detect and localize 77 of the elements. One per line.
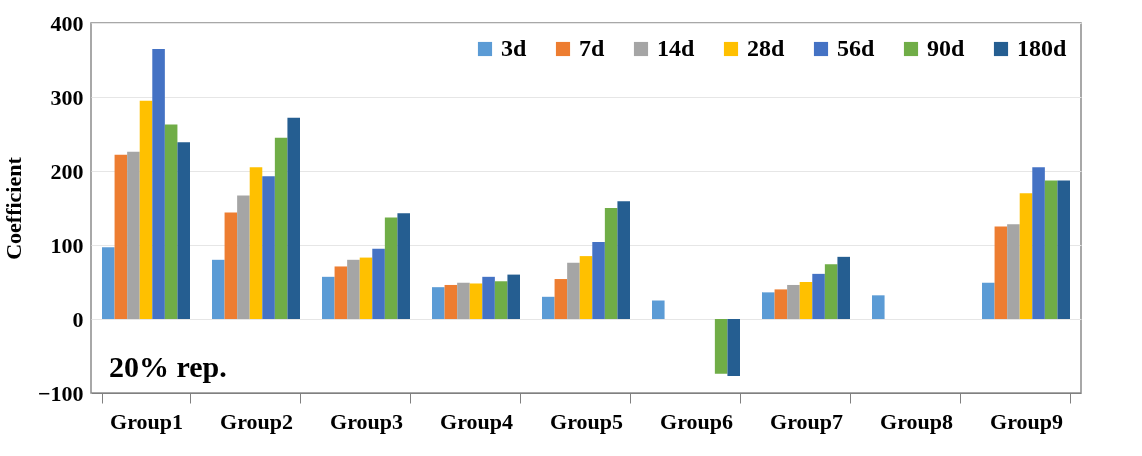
legend-label: 90d [927,35,965,61]
legend-label: 180d [1017,35,1067,61]
bar [1032,167,1045,319]
legend-label: 14d [657,35,695,61]
y-tick-label: 0 [72,306,84,332]
x-tick-label: Group2 [220,408,293,434]
bar [727,319,740,376]
legend-label: 56d [837,35,875,61]
bar [469,283,483,319]
bar [799,282,813,319]
bar [824,264,838,319]
bar [542,296,555,319]
bar [579,256,593,319]
y-axis-title: Coefficient [0,156,26,260]
bar [212,259,225,319]
bar [432,287,445,319]
y-tick-label: −100 [37,380,84,406]
y-tick-label: 300 [50,84,84,110]
bar [482,276,495,319]
y-tick-label: 200 [50,158,84,184]
bar [384,217,398,319]
bar [714,319,728,374]
bar [592,242,605,319]
bar [507,274,520,319]
bar [444,284,458,319]
bar [812,273,825,319]
y-tick-label: 400 [50,10,84,36]
bar [762,292,775,319]
bar [774,289,788,319]
bar [334,266,348,319]
legend-label: 3d [501,35,527,61]
bar [617,201,630,319]
bar [1007,224,1020,319]
bar [787,284,800,319]
x-tick-label: Group3 [330,408,403,434]
bar [494,281,508,319]
bar [287,117,300,319]
bar [249,167,263,319]
x-tick-label: Group7 [770,408,843,434]
x-tick-label: Group6 [660,408,733,434]
bar [982,282,995,319]
bar [457,282,470,319]
bar [604,208,618,319]
bar [177,142,190,319]
bar [872,295,885,319]
bar [837,256,850,319]
bar [359,257,373,319]
bar [139,100,153,319]
bar [1057,180,1070,319]
x-tick-label: Group5 [550,408,623,434]
bar [567,262,580,319]
x-tick-label: Group1 [110,408,183,434]
bar [274,137,288,319]
bar [397,213,410,319]
bar [262,176,275,319]
bar [164,124,178,319]
bar [1044,180,1058,319]
bar [152,48,165,319]
bar [652,300,665,319]
bar [102,247,115,319]
bar [127,151,140,319]
bar [347,259,360,319]
bar [322,276,335,319]
bar [224,212,238,319]
y-tick-label: 100 [50,232,84,258]
x-tick-label: Group8 [880,408,953,434]
bar [372,248,385,319]
x-tick-label: Group9 [990,408,1063,434]
bar [237,195,250,319]
annotation: 20% rep. [109,350,227,383]
legend-label: 7d [579,35,605,61]
bar [994,226,1008,319]
legend-label: 28d [747,35,785,61]
bar [1019,193,1033,319]
bar [554,279,568,319]
bar [114,154,128,319]
x-tick-label: Group4 [440,408,513,434]
